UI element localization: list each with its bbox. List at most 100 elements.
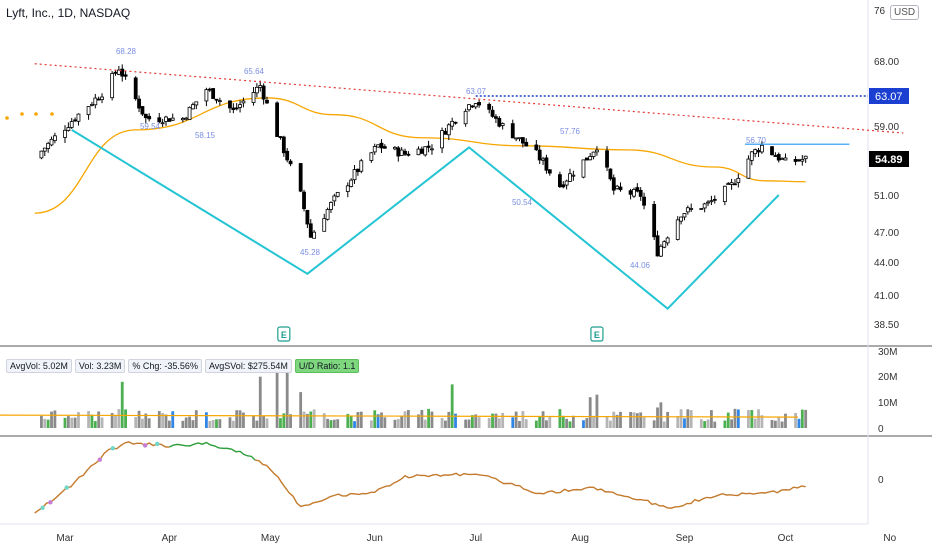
volume-bar	[501, 412, 505, 428]
volume-bar	[676, 416, 680, 428]
volume-bar	[417, 414, 420, 428]
candle-body	[749, 151, 754, 161]
volume-bars	[40, 366, 808, 428]
volume-bar	[191, 420, 195, 428]
volume-bar	[736, 409, 740, 428]
volume-bar	[40, 415, 43, 428]
candle-body	[42, 147, 47, 152]
volume-bar	[706, 419, 710, 428]
candle-body	[140, 106, 145, 115]
volume-bar	[689, 410, 693, 428]
candle-body	[207, 88, 212, 91]
volume-bar	[467, 419, 471, 428]
candle-body	[490, 109, 495, 117]
candle-body	[659, 245, 663, 257]
currency-button[interactable]: USD	[890, 5, 920, 20]
volume-bar	[592, 415, 595, 428]
volume-tick-label: 30M	[878, 347, 897, 358]
candle-body	[345, 185, 350, 192]
candle-body	[278, 136, 283, 138]
volume-bar	[242, 412, 245, 428]
price-tick-label: 51.00	[874, 191, 899, 202]
volume-bar	[50, 411, 53, 428]
candle-body	[588, 156, 593, 161]
volume-bar	[450, 384, 454, 428]
volume-bar	[302, 411, 306, 428]
candle-body	[440, 130, 444, 149]
candle-body	[403, 150, 407, 155]
volume-tick-label: 20M	[878, 372, 897, 383]
volume-bar	[666, 411, 670, 428]
volume-bar	[380, 412, 383, 428]
candle-body	[517, 137, 522, 140]
volume-bar	[534, 420, 538, 428]
candle-body	[204, 89, 209, 102]
candle-body	[157, 117, 162, 123]
volume-bar	[683, 418, 686, 428]
volume-bar	[491, 413, 494, 428]
relative-strength	[34, 441, 806, 514]
candle-body	[510, 123, 515, 139]
candle-body	[780, 158, 784, 160]
candle-body	[470, 105, 475, 108]
candle-body	[753, 149, 758, 155]
volume-bar	[369, 420, 373, 428]
candle-body	[393, 146, 397, 150]
volume-bar	[326, 418, 329, 428]
candle-body	[632, 189, 636, 197]
volume-moving-average	[0, 414, 799, 418]
volume-bar	[117, 409, 121, 428]
descending-trendline	[34, 63, 904, 134]
candle-body	[90, 104, 94, 106]
volume-bar	[181, 420, 185, 428]
volume-bar	[147, 418, 151, 428]
candle-body	[329, 202, 333, 210]
candle-body	[228, 100, 232, 109]
volume-bar	[87, 411, 90, 428]
volume-bar	[194, 410, 198, 428]
volume-bar	[750, 410, 754, 428]
volume-bar	[90, 414, 94, 428]
volume-bar	[346, 413, 350, 428]
candle-body	[73, 119, 77, 122]
earnings-marker-icon	[590, 326, 604, 342]
candle-body	[520, 137, 525, 144]
stat-avg-dollar-volume: AvgSVol: $275.54M	[204, 359, 292, 373]
candle-body	[591, 151, 596, 157]
volume-bar	[279, 418, 282, 428]
volume-bar	[794, 412, 797, 428]
volume-bar	[282, 413, 286, 428]
volume-bar	[588, 397, 592, 428]
volume-bar	[747, 410, 750, 428]
candle-body	[399, 149, 404, 156]
candle-body	[426, 145, 431, 148]
candle-body	[430, 148, 434, 151]
candle-body	[497, 117, 502, 127]
candle-body	[379, 142, 384, 149]
volume-bar	[309, 411, 313, 428]
rs-line-late	[255, 459, 806, 509]
candle-body	[238, 104, 242, 108]
volume-bar	[585, 418, 589, 428]
indicator-dot	[34, 112, 38, 116]
candle-body	[709, 200, 714, 203]
volume-bar	[255, 420, 259, 428]
volume-bar	[46, 419, 50, 428]
pivot-price-annotation: 58.15	[195, 131, 216, 140]
candle-body	[605, 150, 609, 168]
volume-bar	[312, 409, 316, 428]
earnings-marker-icon	[277, 326, 291, 342]
volume-bar	[652, 420, 656, 428]
volume-bar	[353, 421, 356, 428]
volume-bar	[615, 414, 619, 428]
volume-bar	[686, 409, 690, 428]
candle-body	[69, 121, 74, 128]
candle-body	[312, 231, 317, 239]
stat-percent-change: % Chg: -35.56%	[128, 359, 202, 373]
last-price-label: 54.89	[875, 154, 903, 166]
rs-highlight-dot	[40, 505, 45, 511]
candle-body	[467, 104, 471, 111]
candle-body	[770, 146, 774, 156]
candle-body	[500, 123, 505, 126]
price-tick-label: 38.50	[874, 320, 899, 331]
